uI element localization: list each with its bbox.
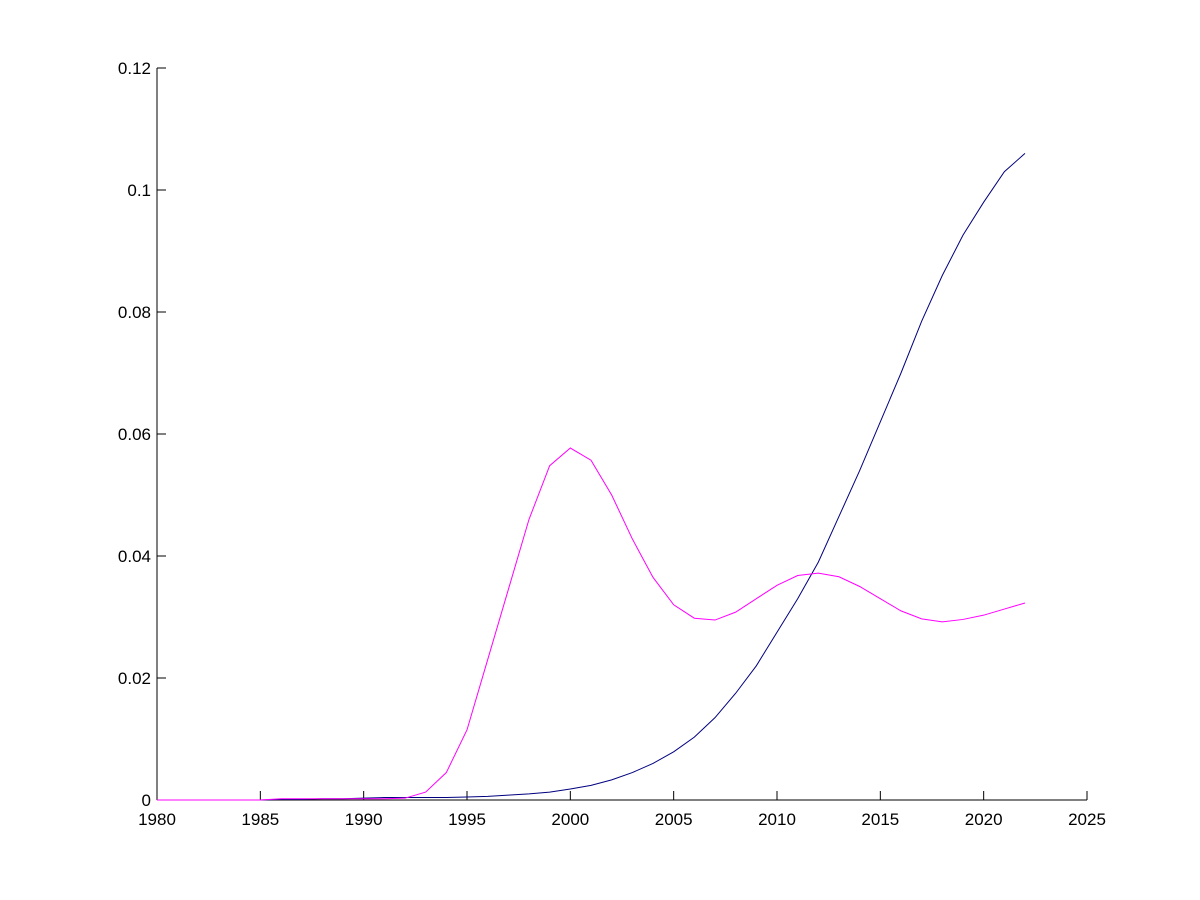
- x-tick-label: 2005: [655, 810, 693, 829]
- x-tick-label: 2015: [861, 810, 899, 829]
- x-tick-label: 2000: [551, 810, 589, 829]
- x-tick-label: 1980: [138, 810, 176, 829]
- x-tick-label: 2010: [758, 810, 796, 829]
- x-tick-label: 1990: [345, 810, 383, 829]
- x-tick-label: 1985: [241, 810, 279, 829]
- x-tick-label: 1995: [448, 810, 486, 829]
- y-tick-label: 0.12: [118, 59, 151, 78]
- y-tick-label: 0.1: [127, 181, 151, 200]
- y-tick-label: 0.06: [118, 425, 151, 444]
- x-tick-label: 2020: [965, 810, 1003, 829]
- x-tick-label: 2025: [1068, 810, 1106, 829]
- line-series: [157, 153, 1026, 801]
- line-series: [157, 447, 1026, 801]
- y-tick-label: 0.08: [118, 303, 151, 322]
- y-tick-label: 0: [142, 791, 151, 810]
- y-tick-label: 0.02: [118, 669, 151, 688]
- y-tick-label: 0.04: [118, 547, 151, 566]
